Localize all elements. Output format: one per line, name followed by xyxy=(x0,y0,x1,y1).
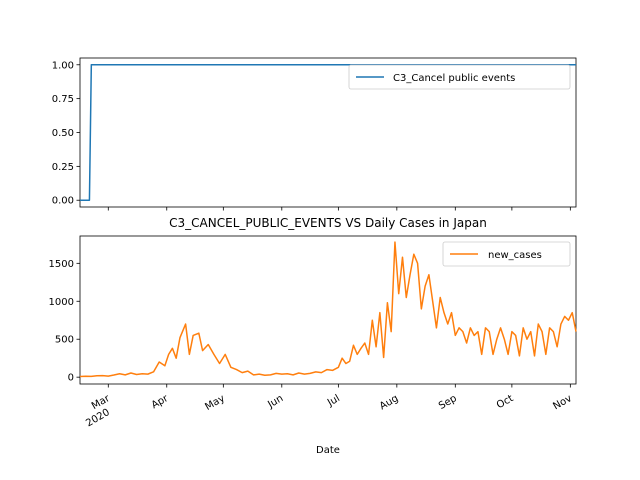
bottom-x-tick-label: Jul xyxy=(325,393,342,409)
bottom-series xyxy=(79,241,577,378)
bottom-x-axis-title: Date xyxy=(316,445,340,456)
top-y-tick-label: 0.50 xyxy=(52,128,74,139)
bottom-y-tick-label: 1500 xyxy=(49,259,74,270)
bottom-x-tick-label: Oct xyxy=(495,393,516,411)
bottom-x-tick-label: May xyxy=(203,393,226,413)
bottom-x-tick-label: Aug xyxy=(378,393,400,412)
top-legend-box xyxy=(348,64,571,90)
bottom-chart-title: C3_CANCEL_PUBLIC_EVENTS VS Daily Cases i… xyxy=(169,216,487,230)
bottom-x-tick-label: Apr xyxy=(150,393,171,412)
top-y-tick-label: 0.25 xyxy=(52,162,74,173)
series-line-c3-cancel-public-events xyxy=(80,64,576,201)
bottom-y-tick-label: 500 xyxy=(55,335,74,346)
bottom-x-tick-label: Sep xyxy=(437,393,459,412)
series-line-new-cases xyxy=(79,241,577,378)
top-y-tick-label: 0.75 xyxy=(52,94,74,105)
top-legend: C3_Cancel public events xyxy=(348,64,571,90)
top-y-tick-label: 0.00 xyxy=(52,196,74,207)
bottom-plot-frame xyxy=(79,235,577,385)
top-x-ticks xyxy=(107,207,571,211)
bottom-y-axis: 0 500 1000 1500 xyxy=(49,259,80,384)
top-series xyxy=(80,64,576,201)
bottom-x-tick-label: Jun xyxy=(265,393,285,411)
bottom-legend-label: new_cases xyxy=(488,250,542,261)
bottom-legend: new_cases xyxy=(442,241,571,267)
top-subplot: 0.00 0.25 0.50 0.75 1.00 C3_Cancel public ev… xyxy=(52,57,577,211)
bottom-y-tick-label: 0 xyxy=(68,373,74,384)
top-legend-label: C3_Cancel public events xyxy=(393,73,515,84)
bottom-legend-box xyxy=(442,241,571,267)
bottom-y-tick-label: 1000 xyxy=(49,297,74,308)
top-y-tick-label: 1.00 xyxy=(52,60,74,71)
bottom-subplot: C3_CANCEL_PUBLIC_EVENTS VS Daily Cases i… xyxy=(49,216,577,456)
bottom-x-tick-label: Nov xyxy=(551,393,573,412)
top-y-axis: 0.00 0.25 0.50 0.75 1.00 xyxy=(52,60,80,207)
